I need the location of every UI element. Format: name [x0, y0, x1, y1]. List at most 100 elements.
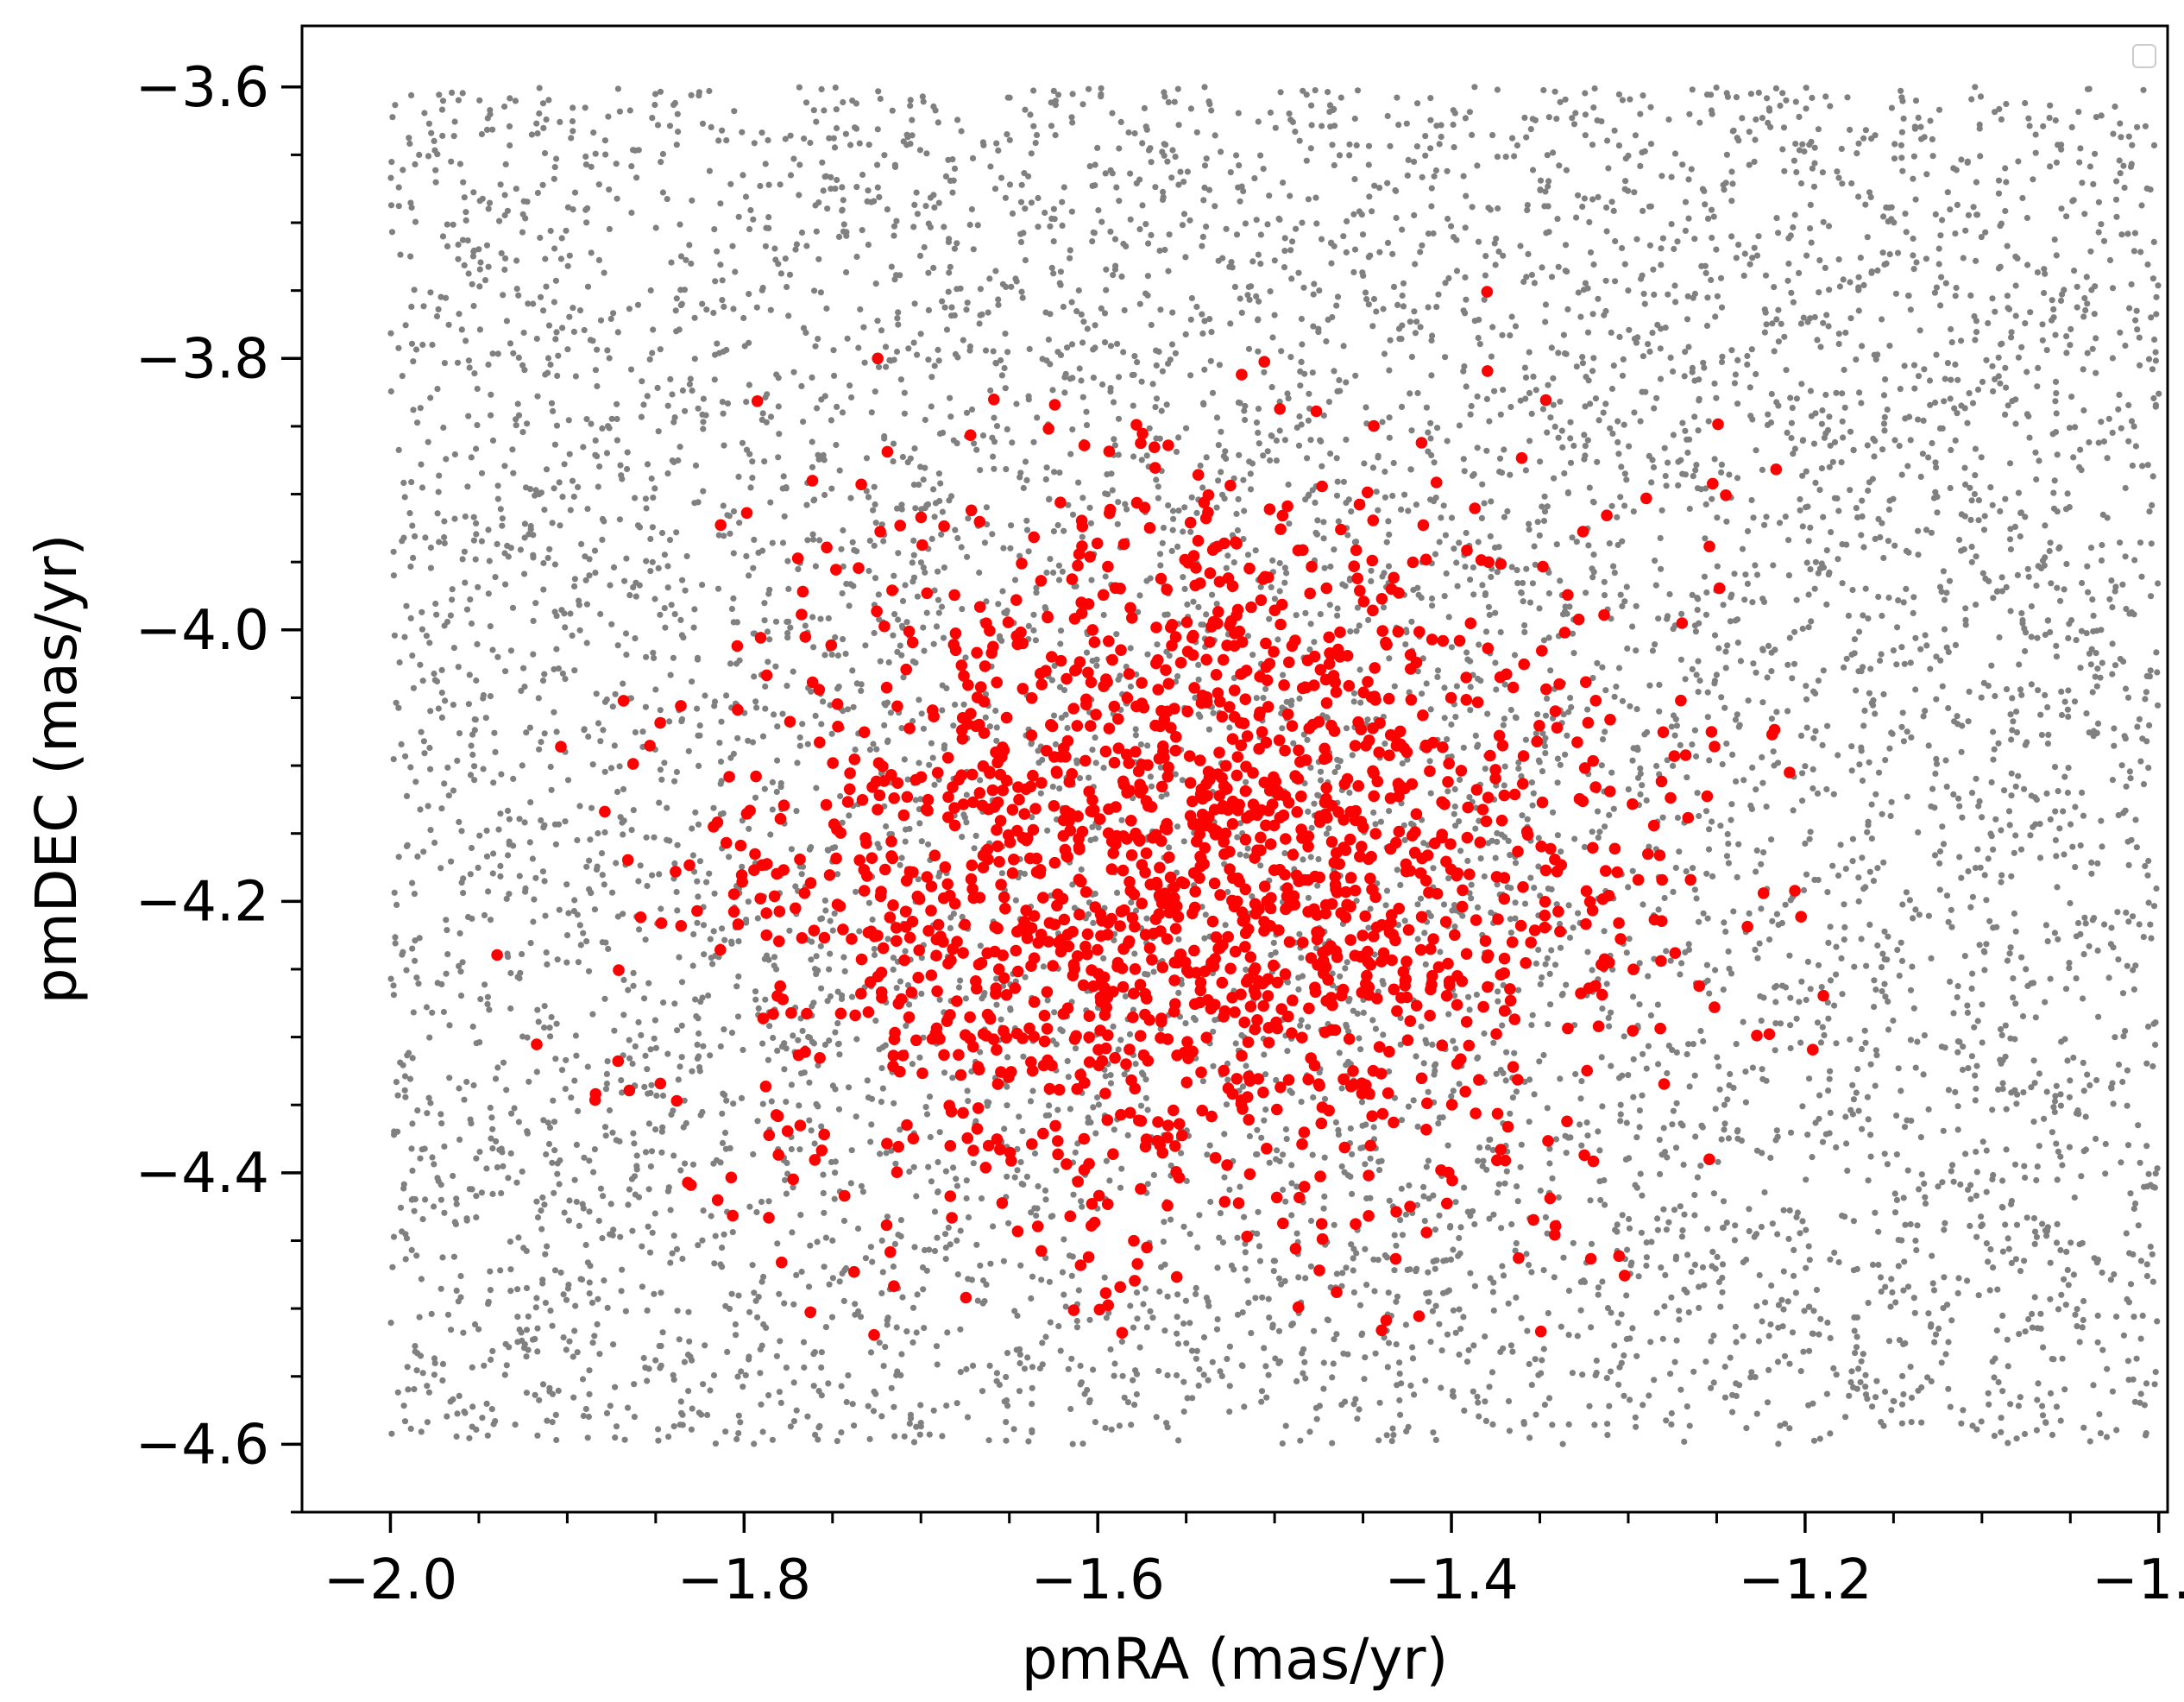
field-star-point: [1079, 495, 1086, 501]
field-star-point: [1280, 180, 1287, 186]
field-star-point: [1430, 1429, 1437, 1436]
field-star-point: [1053, 1167, 1060, 1174]
field-star-point: [2086, 1081, 2093, 1089]
field-star-point: [938, 531, 945, 538]
field-star-point: [480, 766, 487, 772]
field-star-point: [792, 883, 799, 890]
field-star-point: [1637, 791, 1644, 798]
field-star-point: [1640, 92, 1646, 99]
field-star-point: [2003, 384, 2010, 391]
field-star-point: [699, 582, 706, 589]
field-star-point: [397, 1204, 405, 1211]
field-star-point: [580, 1412, 588, 1420]
field-star-point: [2070, 454, 2077, 461]
field-star-point: [2066, 1144, 2073, 1150]
field-star-point: [1333, 455, 1340, 462]
field-star-point: [902, 838, 909, 845]
field-star-point: [1850, 446, 1857, 453]
field-star-point: [1771, 762, 1778, 769]
field-star-point: [1791, 628, 1798, 635]
field-star-point: [1029, 1384, 1035, 1391]
field-star-point: [1584, 706, 1591, 713]
field-star-point: [891, 1100, 897, 1106]
field-star-point: [478, 1189, 486, 1196]
field-star-point: [898, 1351, 905, 1358]
field-star-point: [1377, 818, 1384, 825]
field-star-point: [1222, 448, 1229, 455]
field-star-point: [1903, 229, 1910, 236]
field-star-point: [1448, 644, 1455, 651]
field-star-point: [1094, 1094, 1101, 1101]
field-star-point: [679, 1255, 686, 1263]
field-star-point: [2092, 673, 2099, 680]
field-star-point: [1423, 680, 1430, 687]
field-star-point: [1909, 963, 1916, 970]
field-star-point: [1145, 147, 1153, 154]
field-star-point: [1670, 888, 1677, 895]
field-star-point: [1333, 302, 1340, 309]
field-star-point: [427, 544, 434, 552]
field-star-point: [954, 1400, 960, 1407]
field-star-point: [1507, 403, 1514, 411]
field-star-point: [1050, 270, 1057, 277]
field-star-point: [639, 728, 646, 735]
field-star-point: [542, 1299, 550, 1307]
field-star-point: [642, 1052, 649, 1059]
field-star-point: [632, 728, 639, 736]
field-star-point: [1266, 615, 1273, 622]
field-star-point: [745, 737, 752, 744]
field-star-point: [746, 1308, 753, 1315]
field-star-point: [898, 652, 905, 659]
field-star-point: [1465, 1346, 1472, 1353]
field-star-point: [1275, 636, 1281, 643]
field-star-point: [1554, 216, 1561, 223]
field-star-point: [878, 327, 885, 334]
field-star-point: [650, 326, 657, 333]
field-star-point: [410, 684, 417, 691]
field-star-point: [1507, 1342, 1514, 1349]
field-star-point: [1748, 496, 1755, 504]
field-star-point: [814, 1239, 821, 1245]
field-star-point: [943, 684, 950, 692]
field-star-point: [1195, 603, 1202, 611]
field-star-point: [1056, 684, 1064, 690]
field-star-point: [788, 1081, 796, 1088]
field-star-point: [1973, 602, 1979, 608]
field-star-point: [1061, 687, 1068, 694]
field-star-point: [1365, 616, 1372, 624]
field-star-point: [581, 326, 588, 334]
field-star-point: [1307, 621, 1314, 627]
field-star-point: [1848, 767, 1855, 774]
field-star-point: [1535, 1371, 1542, 1378]
field-star-point: [1774, 1358, 1782, 1365]
field-star-point: [463, 1078, 470, 1086]
field-star-point: [1522, 736, 1529, 743]
field-star-point: [857, 1314, 865, 1321]
field-star-point: [432, 179, 439, 186]
field-star-point: [1144, 1181, 1151, 1188]
field-star-point: [813, 118, 820, 125]
field-star-point: [1043, 464, 1050, 471]
field-star-point: [649, 524, 657, 531]
field-star-point: [1803, 85, 1810, 91]
field-star-point: [1912, 98, 1920, 104]
field-star-point: [1996, 105, 2003, 112]
field-star-point: [1497, 1348, 1504, 1355]
field-star-point: [1451, 803, 1458, 810]
field-star-point: [456, 962, 463, 969]
field-star-point: [1618, 463, 1625, 470]
field-star-point: [1752, 136, 1759, 143]
field-star-point: [408, 204, 415, 211]
field-star-point: [977, 777, 984, 784]
field-star-point: [1482, 1398, 1489, 1405]
field-star-point: [1526, 520, 1533, 527]
field-star-point: [2109, 604, 2116, 611]
field-star-point: [1968, 543, 1975, 551]
field-star-point: [1998, 340, 2005, 347]
field-star-point: [1978, 454, 1985, 461]
field-star-point: [668, 259, 675, 266]
field-star-point: [1205, 186, 1213, 193]
field-star-point: [2087, 545, 2095, 552]
field-star-point: [563, 1346, 570, 1353]
field-star-point: [1835, 331, 1842, 337]
